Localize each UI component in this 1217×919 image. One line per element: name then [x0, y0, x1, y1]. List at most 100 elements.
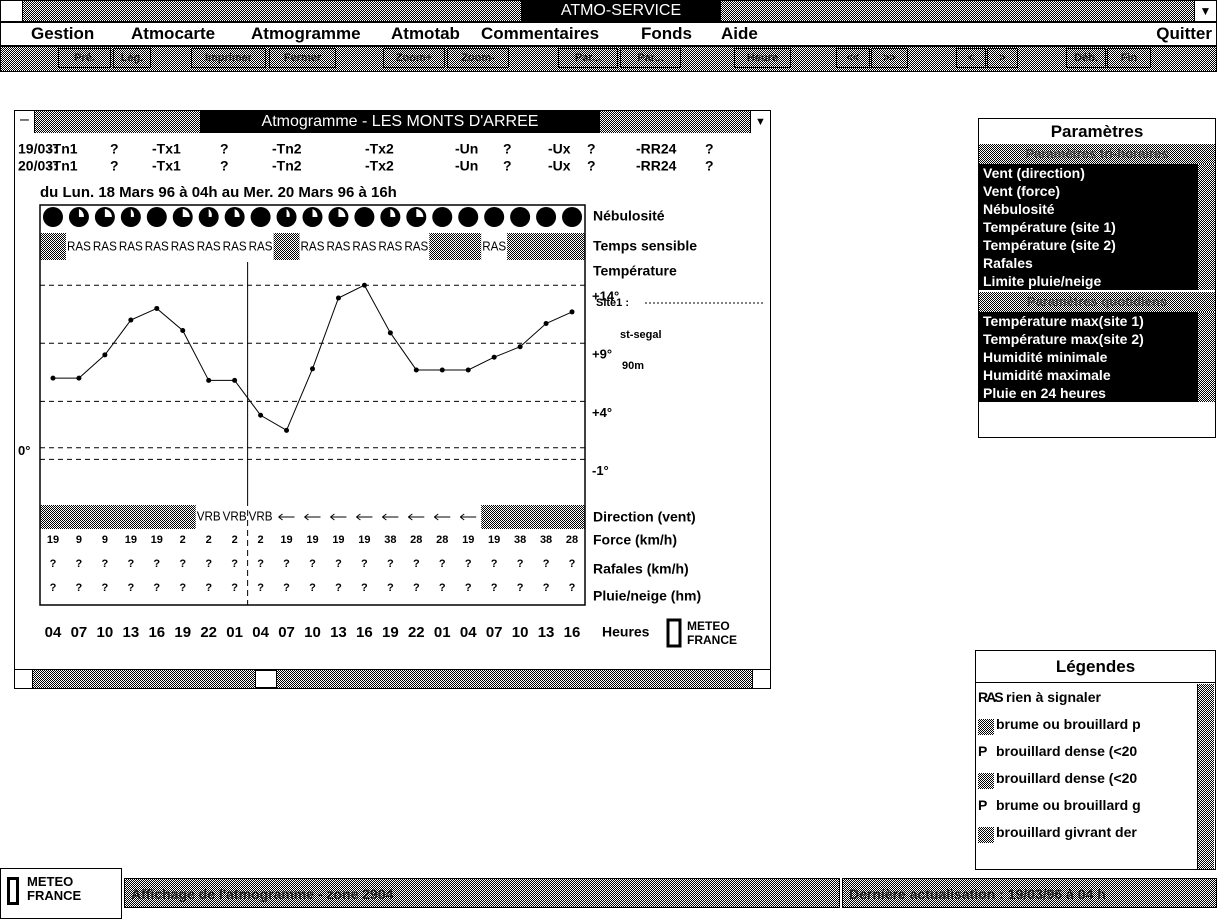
toolbar-button[interactable]: Heure: [734, 48, 791, 68]
wind-arrow: [408, 513, 425, 521]
cloud-icon-part: [182, 209, 190, 217]
summary-cell: -Ux: [548, 141, 571, 157]
minimize[interactable]: ▼: [1194, 1, 1216, 21]
toolbar-button[interactable]: Pré.: [58, 48, 111, 68]
parameter-item[interactable]: Température max(site 1): [979, 312, 1197, 330]
toolbar-button[interactable]: Déb.: [1066, 48, 1106, 68]
scroll-thumb[interactable]: [255, 670, 277, 688]
toolbar-button[interactable]: Fin: [1107, 48, 1151, 68]
wind-symbol: [481, 505, 508, 529]
toolbar-button[interactable]: Zoom-: [447, 48, 509, 68]
status-message: Affichage de l'atmogramme - zone 2904: [124, 878, 840, 908]
cloud-icon: [354, 207, 375, 227]
scroll-right[interactable]: [752, 670, 770, 688]
parameter-item[interactable]: Humidité minimale: [979, 348, 1197, 366]
parameter-item[interactable]: Température max(site 2): [979, 330, 1197, 348]
temperature-point: [413, 367, 419, 373]
wind-arrow: [433, 513, 451, 521]
x-tick-label: 16: [148, 624, 165, 641]
toolbar-button[interactable]: <<: [836, 48, 870, 68]
parameter-item[interactable]: Vent (direction): [979, 164, 1197, 182]
legend-symbol: P: [978, 797, 987, 813]
menu-item[interactable]: Gestion: [31, 24, 95, 43]
menu-item[interactable]: Atmocarte: [131, 24, 216, 43]
cloud-icon-part: [312, 209, 318, 217]
horizontal-scrollbar[interactable]: [15, 669, 770, 688]
grid-frame: [39, 204, 586, 606]
x-tick-label: 13: [122, 624, 139, 641]
rain-value: ?: [413, 582, 420, 594]
y-tick-label: +4°: [592, 405, 612, 420]
toolbar-button[interactable]: Par...: [620, 48, 681, 68]
row-label: Force (km/h): [593, 532, 677, 548]
x-tick-label: 10: [512, 624, 529, 641]
wind-symbol: [91, 505, 118, 529]
toolbar-button[interactable]: Zoom+: [383, 48, 445, 68]
quit-menu[interactable]: Quitter: [1156, 24, 1212, 43]
parameter-item[interactable]: Température (site 1): [979, 218, 1197, 236]
logo-mark: [666, 618, 682, 648]
parameters-panel: Paramètres Paramètres tri-horaires Vent (…: [978, 118, 1216, 438]
temperature-point: [180, 327, 186, 333]
menu-item[interactable]: Fonds: [641, 24, 692, 43]
cloud-icon-part: [338, 209, 346, 217]
list-scrollbar[interactable]: [1197, 164, 1215, 290]
rain-value: ?: [205, 582, 212, 594]
gust-value: ?: [491, 558, 498, 570]
gust-value: ?: [465, 558, 472, 570]
parameter-item[interactable]: Pluie en 24 heures: [979, 384, 1197, 402]
x-tick-label: 13: [330, 624, 347, 641]
window-minimize[interactable]: ▼: [750, 111, 770, 133]
summary-cell: -Tx2: [365, 158, 394, 174]
toolbar-button[interactable]: <: [956, 48, 986, 68]
window-title-bar: – Atmogramme - LES MONTS D'ARREE ▼: [15, 111, 770, 133]
weather-symbol: [40, 233, 66, 260]
summary-cell: -Un: [455, 158, 478, 174]
y-tick-label: +14°: [592, 289, 619, 304]
gust-value: ?: [569, 558, 576, 570]
legend-scrollbar[interactable]: [1197, 684, 1214, 869]
temperature-point: [569, 309, 575, 315]
force-value: 19: [358, 534, 370, 546]
parameter-item[interactable]: Nébulosité: [979, 200, 1197, 218]
gust-value: ?: [309, 558, 316, 570]
cloud-icon-part: [104, 209, 112, 217]
menu-item[interactable]: Atmogramme: [251, 24, 361, 43]
gust-value: ?: [387, 558, 394, 570]
rain-value: ?: [439, 582, 446, 594]
rain-value: ?: [76, 582, 83, 594]
cloud-icon: [42, 207, 63, 227]
legend-text: rien à signaler: [1006, 689, 1101, 705]
toolbar-button[interactable]: Fermer: [269, 48, 336, 68]
parameter-item[interactable]: Humidité maximale: [979, 366, 1197, 384]
parameter-item[interactable]: Vent (force): [979, 182, 1197, 200]
toolbar-button[interactable]: Imprimer: [191, 48, 266, 68]
list-scrollbar[interactable]: [1197, 312, 1215, 402]
parameter-item[interactable]: Température (site 2): [979, 236, 1197, 254]
parameter-item[interactable]: Rafales: [979, 254, 1197, 272]
parameter-item[interactable]: Limite pluie/neige: [979, 272, 1197, 290]
logo-word: FRANCE: [27, 888, 82, 903]
toolbar-button[interactable]: Lég.: [113, 48, 151, 68]
scroll-left[interactable]: [15, 670, 33, 688]
menu-item[interactable]: Aide: [721, 24, 758, 43]
system-menu[interactable]: [1, 1, 23, 21]
menu-item[interactable]: Atmotab: [391, 24, 460, 43]
summary-cell: ?: [503, 141, 512, 157]
toolbar-button[interactable]: Par...: [558, 48, 618, 68]
wind-symbol: [169, 505, 196, 529]
weather-label: RAS: [223, 238, 247, 253]
rain-value: ?: [569, 582, 576, 594]
force-value: 2: [180, 534, 186, 546]
cloud-icon-part: [234, 209, 240, 217]
temperature-point: [543, 321, 549, 327]
toolbar-button[interactable]: >: [987, 48, 1018, 68]
x-tick-label: 16: [564, 624, 581, 641]
rain-value: ?: [102, 582, 109, 594]
force-value: 19: [332, 534, 344, 546]
toolbar-button[interactable]: >>: [871, 48, 908, 68]
window-menu[interactable]: –: [15, 111, 35, 133]
group-header: Paramètres tri-horaires: [979, 144, 1215, 164]
menu-item[interactable]: Commentaires: [481, 24, 600, 43]
temperature-point: [76, 375, 82, 381]
